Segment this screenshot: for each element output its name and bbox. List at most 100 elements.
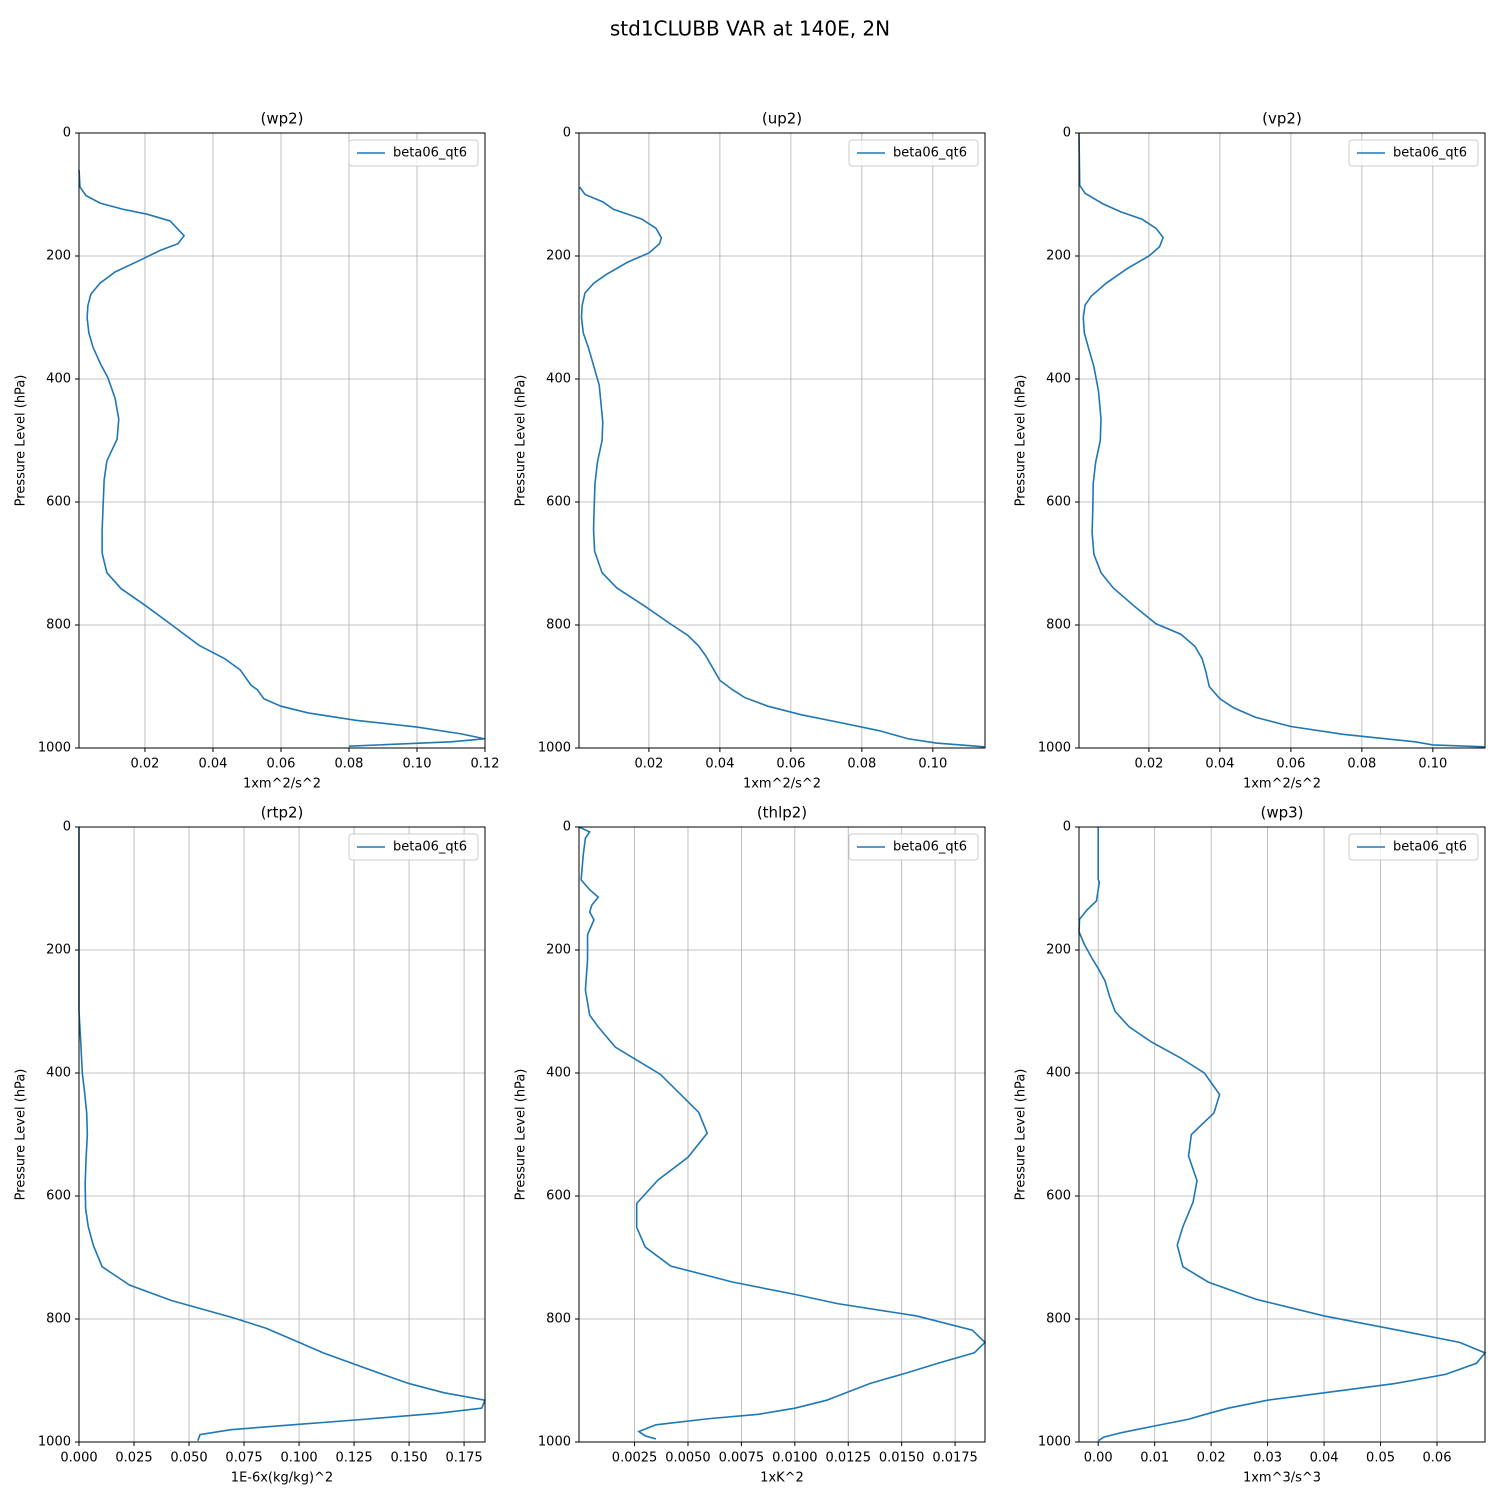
x-tick-label: 0.10	[403, 757, 432, 772]
y-tick-label: 200	[1046, 943, 1071, 958]
y-tick-label: 600	[46, 1189, 71, 1204]
x-axis-label: 1xm^2/s^2	[1243, 777, 1321, 792]
y-tick-label: 400	[46, 1066, 71, 1081]
y-tick-label: 800	[546, 1312, 571, 1327]
y-tick-label: 800	[546, 618, 571, 633]
y-tick-label: 0	[63, 820, 71, 835]
x-tick-label: 0.175	[445, 1451, 482, 1466]
y-tick-label: 600	[546, 495, 571, 510]
legend-label: beta06_qt6	[1393, 840, 1467, 855]
series-line	[78, 827, 487, 1442]
x-tick-label: 0.06	[267, 757, 296, 772]
x-tick-label: 0.08	[335, 757, 364, 772]
legend-label: beta06_qt6	[893, 840, 967, 855]
y-tick-label: 1000	[38, 1435, 71, 1450]
y-tick-label: 200	[46, 943, 71, 958]
y-tick-label: 1000	[38, 741, 71, 756]
x-axis-label: 1xm^2/s^2	[243, 777, 321, 792]
y-tick-label: 400	[1046, 372, 1071, 387]
y-tick-label: 800	[46, 618, 71, 633]
x-axis-label: 1xm^2/s^2	[743, 777, 821, 792]
legend-label: beta06_qt6	[393, 840, 467, 855]
legend-label: beta06_qt6	[393, 146, 467, 161]
plot-frame	[1078, 132, 1486, 749]
legend-box	[848, 139, 979, 167]
y-tick-label: 0	[63, 126, 71, 141]
y-axis-label: Pressure Level (hPa)	[1014, 1069, 1029, 1201]
x-tick-label: 0.0025	[612, 1451, 658, 1466]
plot-frame	[1078, 826, 1486, 1443]
x-tick-label: 0.02	[1197, 1451, 1226, 1466]
y-tick-label: 0	[1063, 126, 1071, 141]
legend-box	[1348, 833, 1479, 861]
y-axis-label: Pressure Level (hPa)	[514, 375, 529, 507]
legend-label: beta06_qt6	[893, 146, 967, 161]
x-axis-label: 1xm^3/s^3	[1243, 1471, 1321, 1486]
legend-label: beta06_qt6	[1393, 146, 1467, 161]
series-line	[1078, 132, 1485, 748]
x-tick-label: 0.03	[1253, 1451, 1282, 1466]
series-line	[579, 186, 985, 748]
y-tick-label: 400	[546, 372, 571, 387]
y-tick-label: 1000	[538, 1435, 571, 1450]
x-tick-label: 0.050	[170, 1451, 207, 1466]
series-line	[78, 169, 485, 747]
x-tick-label: 0.02	[130, 757, 159, 772]
y-tick-label: 600	[546, 1189, 571, 1204]
x-tick-label: 0.08	[847, 757, 876, 772]
y-tick-label: 200	[546, 943, 571, 958]
y-tick-label: 800	[1046, 1312, 1071, 1327]
y-axis-label: Pressure Level (hPa)	[14, 375, 29, 507]
y-tick-label: 600	[1046, 1189, 1071, 1204]
subplot-title: (thlp2)	[757, 804, 807, 822]
plot-frame	[578, 826, 986, 1443]
y-tick-label: 0	[563, 126, 571, 141]
subplot-title: (up2)	[762, 110, 802, 128]
x-tick-label: 0.02	[1134, 757, 1163, 772]
x-tick-label: 0.025	[115, 1451, 152, 1466]
y-axis-label: Pressure Level (hPa)	[1014, 375, 1029, 507]
x-tick-label: 0.04	[705, 757, 734, 772]
subplot-title: (wp2)	[260, 110, 303, 128]
x-tick-label: 0.06	[1276, 757, 1305, 772]
x-tick-label: 0.12	[471, 757, 500, 772]
x-tick-label: 0.10	[1418, 757, 1447, 772]
x-axis-label: 1E-6x(kg/kg)^2	[231, 1471, 333, 1486]
y-tick-label: 1000	[1038, 741, 1071, 756]
x-tick-label: 0.04	[1310, 1451, 1339, 1466]
y-axis-label: Pressure Level (hPa)	[14, 1069, 29, 1201]
x-tick-label: 0.0050	[665, 1451, 711, 1466]
x-axis-label: 1xK^2	[760, 1471, 804, 1486]
x-tick-label: 0.00	[1084, 1451, 1113, 1466]
y-tick-label: 1000	[538, 741, 571, 756]
x-tick-label: 0.0150	[879, 1451, 925, 1466]
plot-frame	[578, 132, 986, 749]
subplot-title: (wp3)	[1260, 804, 1303, 822]
x-tick-label: 0.000	[60, 1451, 97, 1466]
x-tick-label: 0.02	[634, 757, 663, 772]
y-tick-label: 0	[1063, 820, 1071, 835]
x-tick-label: 0.0100	[772, 1451, 818, 1466]
y-tick-label: 400	[546, 1066, 571, 1081]
y-tick-label: 200	[546, 249, 571, 264]
x-tick-label: 0.05	[1366, 1451, 1395, 1466]
x-tick-label: 0.100	[280, 1451, 317, 1466]
x-tick-label: 0.06	[776, 757, 805, 772]
y-tick-label: 600	[1046, 495, 1071, 510]
plot-frame	[78, 826, 486, 1443]
y-tick-label: 400	[1046, 1066, 1071, 1081]
x-tick-label: 0.0125	[825, 1451, 871, 1466]
figure-title: std1CLUBB VAR at 140E, 2N	[610, 17, 890, 41]
x-tick-label: 0.10	[918, 757, 947, 772]
x-tick-label: 0.0075	[719, 1451, 765, 1466]
y-tick-label: 800	[46, 1312, 71, 1327]
y-tick-label: 200	[1046, 249, 1071, 264]
x-tick-label: 0.150	[390, 1451, 427, 1466]
series-line	[578, 826, 987, 1440]
x-tick-label: 0.04	[198, 757, 227, 772]
y-tick-label: 1000	[1038, 1435, 1071, 1450]
y-tick-label: 400	[46, 372, 71, 387]
y-tick-label: 800	[1046, 618, 1071, 633]
y-axis-label: Pressure Level (hPa)	[514, 1069, 529, 1201]
legend-box	[348, 833, 479, 861]
